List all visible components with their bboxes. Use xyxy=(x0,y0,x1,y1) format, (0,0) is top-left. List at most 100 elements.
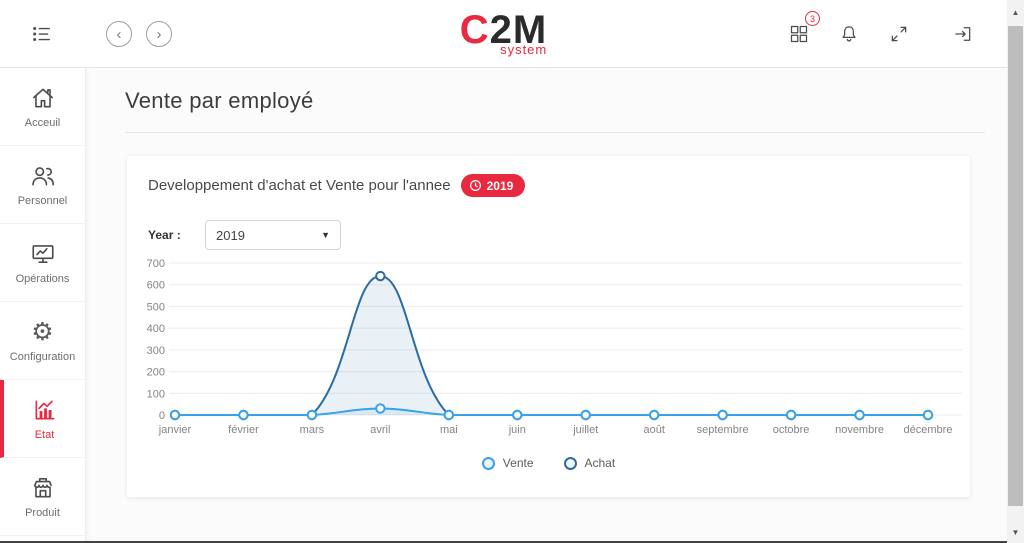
scrollbar-down-icon[interactable]: ▼ xyxy=(1011,528,1020,537)
notifications-badge[interactable]: 3 xyxy=(805,11,820,26)
y-tick-label: 400 xyxy=(147,323,165,335)
c2m-logo[interactable]: C2M system xyxy=(460,10,547,56)
nav-back-button[interactable]: ‹ xyxy=(106,21,132,47)
clock-icon xyxy=(469,180,481,191)
card-title: Developpement d'achat et Vente pour l'an… xyxy=(148,177,451,194)
window-bottom-edge xyxy=(0,541,1007,543)
caret-down-icon: ▼ xyxy=(321,230,330,240)
main-content: Vente par employé Developpement d'achat … xyxy=(86,68,1007,541)
y-tick-label: 300 xyxy=(147,345,165,357)
y-tick-label: 500 xyxy=(147,301,165,313)
x-tick-label: mars xyxy=(300,424,325,436)
legend-item-achat[interactable]: Achat xyxy=(563,456,616,470)
series-point-vente[interactable] xyxy=(512,409,523,421)
logout-icon xyxy=(955,27,971,41)
series-point-vente[interactable] xyxy=(648,409,660,421)
year-select[interactable]: 2019 ▼ xyxy=(205,220,341,250)
x-tick-label: octobre xyxy=(773,424,810,436)
logo-2m: 2M xyxy=(489,8,548,52)
x-tick-label: novembre xyxy=(835,424,884,436)
y-tick-label: 700 xyxy=(147,258,165,270)
legend-item-vente[interactable]: Vente xyxy=(481,456,534,470)
x-tick-label: décembre xyxy=(904,424,953,436)
year-label: Year : xyxy=(148,228,181,242)
sidebar-item-label: Etat xyxy=(34,428,55,441)
title-divider xyxy=(125,132,985,133)
logout-button[interactable] xyxy=(949,20,977,48)
series-point-vente[interactable] xyxy=(375,403,386,414)
scrollbar-up-icon[interactable]: ▲ xyxy=(1011,8,1020,17)
scrollbar-thumb[interactable] xyxy=(1008,26,1023,506)
x-tick-label: juin xyxy=(508,424,526,436)
x-tick-label: février xyxy=(228,424,259,436)
chevron-left-icon: ‹ xyxy=(116,25,122,43)
y-tick-label: 0 xyxy=(159,410,165,422)
sidebar-item-personnel[interactable]: Personnel xyxy=(0,146,85,224)
sidebar-item-label: Acceuil xyxy=(24,116,61,129)
sidebar: Acceuil Personnel Opérations ⚙ Configura… xyxy=(0,68,86,541)
legend-label: Vente xyxy=(502,456,534,470)
x-tick-label: août xyxy=(643,424,664,436)
series-point-vente[interactable] xyxy=(580,409,591,421)
sidebar-item-etat[interactable]: Etat xyxy=(0,380,85,458)
x-tick-label: septembre xyxy=(697,424,749,436)
home-icon xyxy=(32,88,53,107)
series-point-vente[interactable] xyxy=(922,409,934,421)
logo-c: C xyxy=(459,8,490,52)
vente-swatch-icon xyxy=(481,456,495,470)
series-point-vente[interactable] xyxy=(238,409,249,421)
series-point-vente[interactable] xyxy=(785,409,797,421)
y-tick-label: 600 xyxy=(147,280,165,292)
legend-label: Achat xyxy=(584,456,616,470)
sidebar-item-configuration[interactable]: ⚙ Configuration xyxy=(0,302,85,380)
series-line-vente xyxy=(175,407,928,416)
expand-icon xyxy=(891,26,907,42)
nav-forward-button[interactable]: › xyxy=(146,21,172,47)
series-area-achat xyxy=(175,276,928,415)
sidebar-item-label: Produit xyxy=(25,506,60,519)
chart-legend: Vente Achat xyxy=(127,456,970,470)
chart-canvas: 0 100 200 300 400 500 600 700 janvier février mars… xyxy=(147,258,962,436)
series-point-vente[interactable] xyxy=(306,409,318,421)
achat-swatch-icon xyxy=(563,456,577,470)
page-scrollbar[interactable]: ▲ ▼ xyxy=(1007,0,1024,543)
year-badge-value: 2019 xyxy=(486,178,514,193)
series-point-vente[interactable] xyxy=(443,409,455,421)
line-chart: 0 100 200 300 400 500 600 700 janvier février mars… xyxy=(127,252,970,447)
menu-toggle-button[interactable] xyxy=(28,20,56,48)
list-menu-icon xyxy=(33,26,51,42)
series-line-achat xyxy=(175,275,928,416)
x-tick-label: janvier xyxy=(158,424,192,436)
fullscreen-button[interactable] xyxy=(885,20,913,48)
grid-icon xyxy=(790,25,808,43)
notifications-button[interactable] xyxy=(835,20,863,48)
series-point-vente[interactable] xyxy=(854,409,865,421)
sidebar-item-label: Opérations xyxy=(15,272,70,285)
sidebar-item-operations[interactable]: Opérations xyxy=(0,224,85,302)
bar-chart-icon xyxy=(35,400,54,419)
sidebar-item-label: Personnel xyxy=(17,194,68,207)
chevron-right-icon: › xyxy=(156,25,162,43)
bell-icon xyxy=(842,26,856,42)
x-tick-label: juillet xyxy=(572,424,598,436)
year-select-value: 2019 xyxy=(216,227,245,243)
x-tick-label: avril xyxy=(370,424,390,436)
x-tick-label: mai xyxy=(440,424,458,436)
page-title: Vente par employé xyxy=(125,88,314,113)
chart-card: Developpement d'achat et Vente pour l'an… xyxy=(127,156,970,497)
series-point-achat[interactable] xyxy=(375,270,386,282)
y-tick-label: 100 xyxy=(147,388,165,400)
apps-grid-button[interactable] xyxy=(785,20,813,48)
y-tick-label: 200 xyxy=(147,367,165,379)
series-point-vente[interactable] xyxy=(169,409,181,421)
series-point-vente[interactable] xyxy=(717,409,728,421)
sidebar-item-produit[interactable]: Produit xyxy=(0,458,85,536)
store-icon xyxy=(33,477,52,497)
top-header: ‹ › C2M system 3 xyxy=(0,0,1007,68)
year-badge[interactable]: 2019 xyxy=(460,174,526,197)
people-icon xyxy=(31,166,54,185)
sidebar-item-label: Configuration xyxy=(9,350,76,363)
gear-icon: ⚙ xyxy=(31,316,54,346)
sidebar-item-acceuil[interactable]: Acceuil xyxy=(0,68,85,146)
logo-system-text: system xyxy=(500,42,548,57)
